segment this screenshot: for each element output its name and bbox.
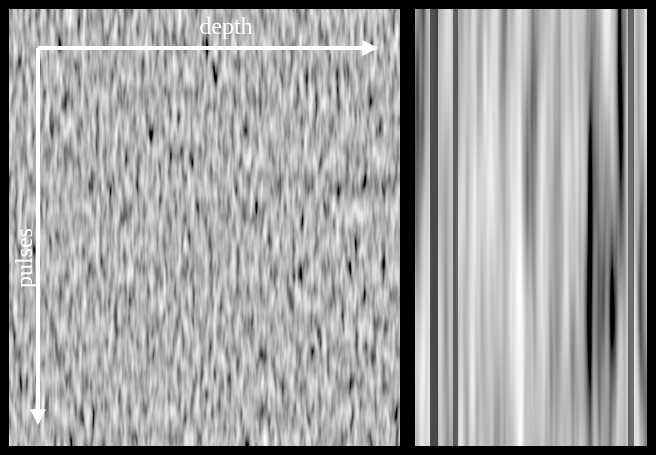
right-panel (415, 9, 647, 446)
stripe (628, 9, 634, 446)
stripe (453, 9, 458, 446)
left-panel (9, 9, 400, 446)
pulses-label: pulses (12, 228, 38, 288)
figure: depth pulses (0, 0, 656, 455)
stripe (430, 9, 438, 446)
depth-label: depth (199, 14, 252, 40)
